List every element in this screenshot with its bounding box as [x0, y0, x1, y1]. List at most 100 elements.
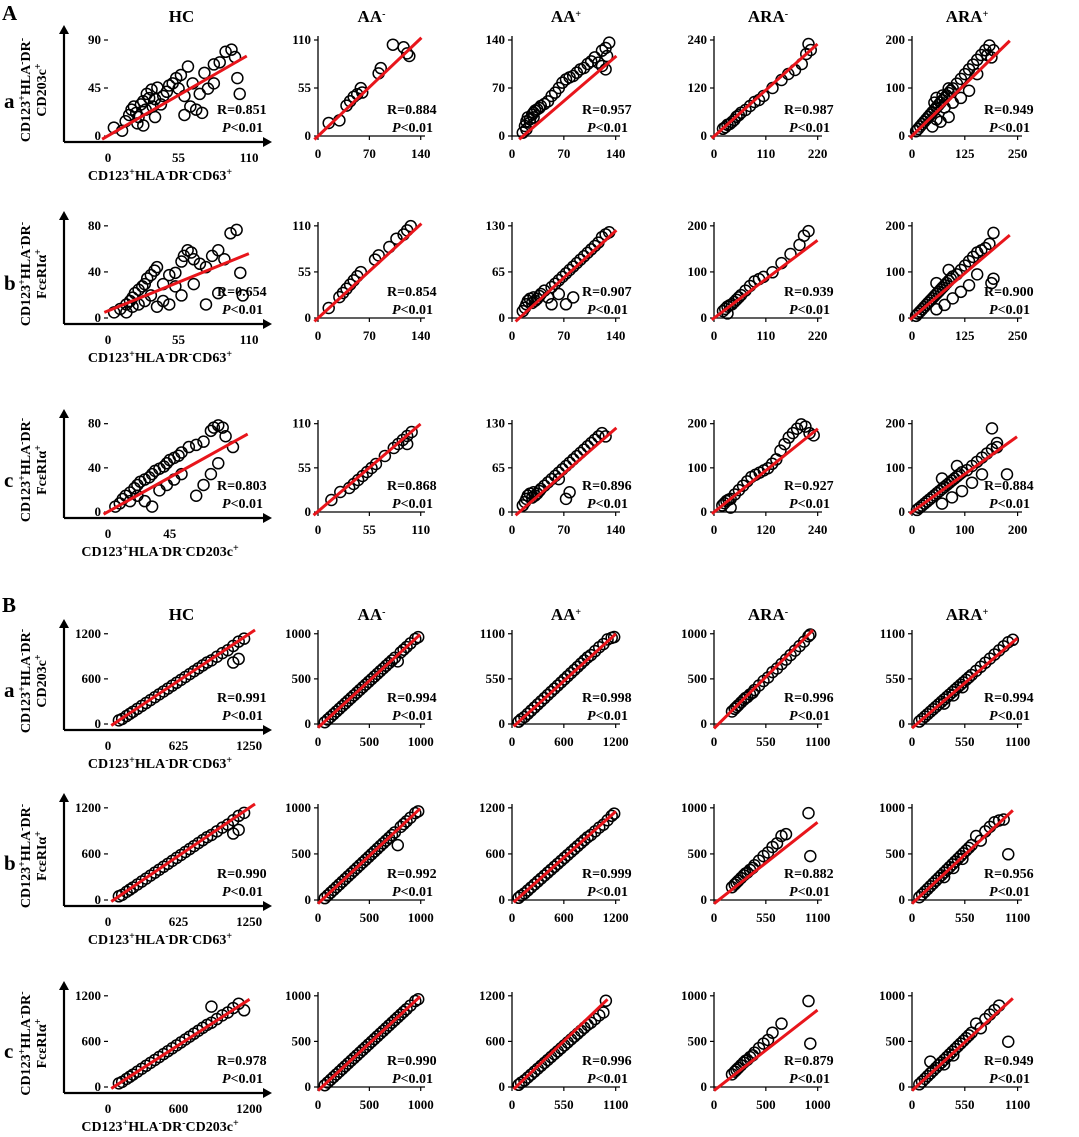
p-value: P<0.01 [587, 1072, 628, 1087]
data-point [966, 250, 980, 264]
scatter-plot-A-c-ARA-: 0 100 200 0 120 240 R=0.927 P<0.01 [688, 416, 834, 537]
y-tick-label: 1200 [479, 800, 505, 815]
y-tick-label: 90 [88, 32, 101, 47]
y-tick-label: 0 [701, 892, 708, 907]
r-value: R=0.992 [387, 867, 437, 882]
x-tick-label: 125 [955, 328, 975, 343]
data-point [524, 704, 538, 717]
data-point [199, 260, 213, 274]
y-tick-label: 100 [886, 80, 906, 95]
x-tick-label: 0 [509, 522, 516, 537]
data-point [237, 1004, 251, 1017]
data-point [157, 89, 170, 103]
data-point [554, 676, 568, 689]
data-point [544, 685, 558, 699]
x-tick-label: 0 [509, 1097, 516, 1112]
data-point [545, 89, 558, 103]
p-value: P<0.01 [789, 121, 830, 136]
regression-line [101, 54, 248, 141]
regression-line [102, 432, 249, 516]
data-point [175, 255, 188, 268]
p-value: P<0.01 [789, 1072, 830, 1087]
data-point [551, 679, 564, 692]
data-point [204, 467, 218, 481]
data-point [396, 433, 409, 447]
data-point [212, 286, 225, 300]
y-axis-label-line1: CD123+HLA-DR- [17, 38, 34, 142]
data-point [945, 491, 959, 504]
y-tick-label: 600 [82, 671, 102, 686]
r-value: R=0.991 [217, 691, 267, 706]
p-value: P<0.01 [392, 303, 433, 318]
data-point [728, 702, 741, 716]
data-point [212, 457, 225, 470]
data-point [545, 280, 558, 294]
p-value: P<0.01 [989, 303, 1030, 318]
data-point [804, 849, 817, 863]
data-point [574, 657, 588, 670]
x-tick-label: 0 [509, 146, 516, 161]
data-point [400, 640, 413, 654]
r-value: R=0.879 [784, 1054, 834, 1069]
data-point [236, 289, 249, 302]
regression-line [110, 628, 256, 727]
p-value: P<0.01 [587, 303, 628, 318]
y-tick-label: 0 [305, 504, 312, 519]
p-value: P<0.01 [222, 121, 263, 136]
data-point [397, 643, 410, 656]
y-tick-label: 0 [499, 1079, 506, 1094]
data-point [193, 87, 206, 101]
data-point [185, 246, 198, 259]
data-point [405, 425, 418, 439]
scatter-plot-B-c-AA+: 0 600 1200 0 550 1100 R=0.996 P<0.01 [479, 988, 632, 1112]
scatter-plot-A-a-ARA-: 0 120 240 0 110 220 R=0.987 P<0.01 [688, 32, 834, 161]
y-axis-label-line1: CD123+HLA-DR- [17, 222, 34, 326]
y-axis-arrow [59, 25, 69, 34]
data-point [198, 66, 211, 80]
y-tick-label: 1100 [480, 626, 505, 641]
y-tick-label: 600 [486, 846, 506, 861]
data-point [970, 268, 984, 281]
r-value: R=0.996 [784, 691, 834, 706]
data-point [160, 85, 174, 99]
x-tick-label: 100 [955, 522, 975, 537]
x-tick-label: 0 [711, 328, 718, 343]
x-tick-label: 110 [756, 328, 775, 343]
r-value: R=0.978 [217, 1054, 267, 1069]
row-label-a-panel-B: a [4, 678, 15, 702]
data-point [947, 861, 960, 875]
data-point [131, 478, 144, 492]
x-tick-label: 625 [169, 738, 189, 753]
data-point [189, 438, 203, 452]
x-tick-label: 600 [554, 910, 574, 925]
data-point [599, 430, 612, 443]
r-value: R=0.868 [387, 479, 437, 494]
x-tick-label: 0 [509, 910, 516, 925]
p-value: P<0.01 [222, 885, 263, 900]
y-tick-label: 130 [486, 218, 506, 233]
data-point [607, 807, 621, 820]
data-point [322, 301, 335, 315]
data-point [160, 457, 174, 470]
p-value: P<0.01 [989, 885, 1030, 900]
data-point [775, 657, 788, 671]
data-point [766, 266, 779, 279]
regression-line [710, 42, 819, 140]
y-axis-label-line2: FcεRIα+ [33, 831, 50, 881]
data-point [962, 671, 976, 684]
data-point [752, 1041, 766, 1055]
y-axis-label-line2: CD203c+ [33, 63, 50, 116]
x-tick-label: 0 [105, 914, 112, 929]
y-axis-label-line1: CD123+HLA-DR- [17, 991, 34, 1095]
x-tick-label: 550 [756, 910, 776, 925]
y-tick-label: 0 [701, 504, 708, 519]
group-header-3-panel-A: ARA- [748, 7, 788, 26]
x-tick-label: 110 [240, 332, 259, 347]
scatter-plot-A-b-HC: 0 40 80 0 55 110 R=0.654 P<0.01 [59, 211, 272, 347]
data-point [378, 449, 392, 463]
data-point [355, 86, 369, 99]
y-tick-label: 100 [688, 460, 708, 475]
x-tick-label: 140 [411, 328, 431, 343]
data-point [935, 497, 949, 510]
data-point [219, 429, 232, 443]
